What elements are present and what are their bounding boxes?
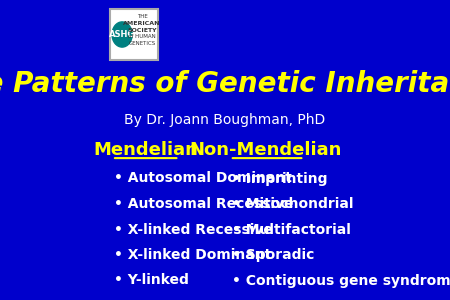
Circle shape <box>112 22 132 47</box>
Text: • Mitochondrial: • Mitochondrial <box>232 197 354 211</box>
Text: The Patterns of Genetic Inheritance: The Patterns of Genetic Inheritance <box>0 70 450 98</box>
Text: GENETICS: GENETICS <box>128 41 156 46</box>
Text: • Contiguous gene syndromes: • Contiguous gene syndromes <box>232 274 450 287</box>
Text: • Autosomal Dominant: • Autosomal Dominant <box>114 172 292 185</box>
Text: • Y-linked: • Y-linked <box>114 274 189 287</box>
Text: • X-linked Recessive: • X-linked Recessive <box>114 223 273 236</box>
Text: • Autosomal Recessive: • Autosomal Recessive <box>114 197 294 211</box>
Text: THE: THE <box>137 14 148 19</box>
Text: of HUMAN: of HUMAN <box>128 34 156 39</box>
Text: SOCIETY: SOCIETY <box>127 28 157 32</box>
Text: • Multifactorial: • Multifactorial <box>232 223 351 236</box>
Text: • Sporadic: • Sporadic <box>232 248 315 262</box>
FancyBboxPatch shape <box>110 9 158 60</box>
Text: • X-linked Dominant: • X-linked Dominant <box>114 248 272 262</box>
Text: Mendelian: Mendelian <box>93 141 198 159</box>
Text: • Imprinting: • Imprinting <box>232 172 328 185</box>
Text: Non-Mendelian: Non-Mendelian <box>190 141 342 159</box>
Text: By Dr. Joann Boughman, PhD: By Dr. Joann Boughman, PhD <box>124 113 326 127</box>
Text: ASHG: ASHG <box>109 30 135 39</box>
Text: AMERICAN: AMERICAN <box>123 21 161 26</box>
